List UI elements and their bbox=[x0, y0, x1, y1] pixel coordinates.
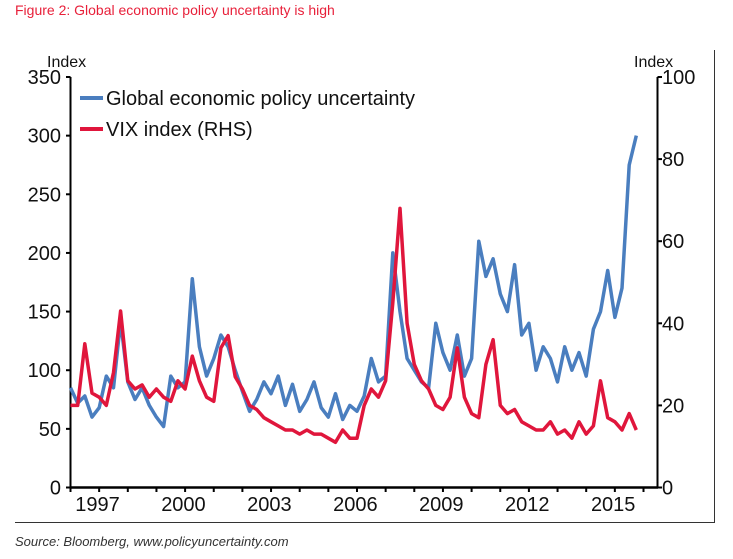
legend-label-epu: Global economic policy uncertainty bbox=[106, 88, 415, 110]
right-tick-label: 20 bbox=[662, 395, 684, 417]
left-tick-label: 200 bbox=[28, 243, 61, 265]
left-tick-label: 350 bbox=[28, 67, 61, 89]
left-tick-label: 300 bbox=[28, 126, 61, 148]
series-line-epu bbox=[68, 135, 639, 429]
x-tick-label: 1997 bbox=[75, 494, 120, 516]
series-line-vix bbox=[70, 206, 638, 445]
x-tick-label: 2000 bbox=[161, 494, 206, 516]
left-tick-label: 100 bbox=[28, 360, 61, 382]
legend: Global economic policy uncertainty VIX i… bbox=[80, 88, 415, 141]
right-tick-label: 40 bbox=[662, 313, 684, 335]
right-tick-label: 0 bbox=[662, 478, 673, 500]
left-tick-label: 150 bbox=[28, 302, 61, 324]
left-axis-title: Index bbox=[47, 54, 86, 71]
x-tick-label: 2009 bbox=[419, 494, 464, 516]
figure-title: Figure 2: Global economic policy uncerta… bbox=[15, 2, 335, 18]
right-tick-label: 100 bbox=[662, 67, 695, 89]
x-tick-label: 2003 bbox=[247, 494, 292, 516]
x-tick-label: 2012 bbox=[505, 494, 550, 516]
x-tick-label: 2006 bbox=[333, 494, 378, 516]
legend-label-vix: VIX index (RHS) bbox=[106, 119, 253, 141]
left-tick-label: 0 bbox=[50, 478, 61, 500]
right-tick-label: 60 bbox=[662, 231, 684, 253]
right-axis-title: Index bbox=[634, 54, 673, 71]
left-tick-label: 250 bbox=[28, 184, 61, 206]
left-tick-label: 50 bbox=[39, 419, 61, 441]
right-tick-label: 80 bbox=[662, 149, 684, 171]
source-note: Source: Bloomberg, www.policyuncertainty… bbox=[15, 534, 289, 549]
x-tick-label: 2015 bbox=[591, 494, 636, 516]
